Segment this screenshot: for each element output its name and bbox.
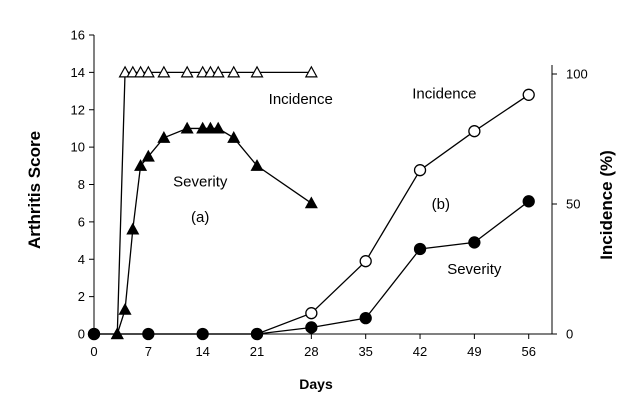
data-point [203, 65, 217, 78]
data-point [180, 65, 194, 78]
x-tick-label: 28 [304, 344, 318, 359]
annotation-label: Severity [447, 261, 502, 278]
y2-tick-label: 100 [566, 67, 588, 82]
data-point [142, 327, 155, 341]
y-tick-label: 14 [71, 65, 85, 80]
annotation-label: Incidence [412, 86, 476, 103]
data-point [227, 65, 241, 78]
data-point [227, 131, 241, 143]
y-axis-title: Arthritis Score [25, 131, 44, 249]
annotation-label: Severity [173, 173, 228, 190]
series-b_severity [87, 195, 535, 341]
x-tick-label: 49 [467, 344, 481, 359]
data-point [522, 88, 535, 101]
data-point [468, 125, 481, 138]
y2-tick-label: 0 [566, 327, 573, 342]
x-tick-label: 14 [195, 344, 209, 359]
y-tick-label: 16 [71, 28, 85, 43]
y2-axis-title: Incidence (%) [597, 150, 616, 260]
data-point [250, 159, 264, 171]
x-tick-label: 21 [250, 344, 264, 359]
x-tick-label: 7 [145, 344, 152, 359]
y-tick-label: 6 [78, 214, 85, 229]
data-point [196, 327, 209, 341]
data-point [359, 255, 372, 268]
data-point [250, 327, 264, 341]
chart-series [87, 65, 535, 341]
data-point [304, 65, 318, 78]
data-point [157, 131, 171, 143]
data-point [413, 164, 427, 177]
data-point [126, 65, 140, 78]
data-point [468, 236, 481, 249]
data-point [180, 121, 194, 134]
data-point [413, 242, 427, 256]
data-point [157, 65, 171, 78]
data-point [359, 311, 372, 325]
y-tick-label: 2 [78, 289, 85, 304]
x-tick-label: 0 [90, 344, 97, 359]
data-point [304, 196, 318, 209]
y2-tick-label: 50 [566, 197, 580, 212]
data-point [250, 65, 264, 78]
series-b_incidence [87, 88, 535, 341]
y-tick-label: 0 [78, 327, 85, 342]
x-tick-label: 35 [358, 344, 372, 359]
annotation-label: (b) [432, 196, 450, 213]
data-point [134, 65, 148, 78]
series-line-b_incidence [94, 94, 530, 335]
annotation-label: Incidence [269, 91, 333, 108]
chart-annotations: Incidence Severity (a) Incidence (b) Severity [173, 86, 502, 279]
series-line-a_incidence [116, 71, 312, 335]
data-point [211, 65, 225, 78]
data-point [141, 149, 155, 162]
data-point [118, 302, 132, 315]
data-point [305, 321, 318, 334]
data-point [118, 65, 132, 78]
data-point [211, 121, 225, 134]
annotation-label: (a) [191, 209, 209, 226]
data-point [141, 65, 155, 78]
data-point [126, 222, 140, 235]
data-point [134, 159, 148, 171]
data-point [196, 65, 210, 78]
y-tick-label: 4 [78, 252, 85, 267]
x-tick-label: 42 [413, 344, 427, 359]
data-point [305, 307, 318, 320]
chart-axes: 0 2 4 6 8 10 12 14 16 0 50 100 0 7 14 21 28 35 42 49 56 [71, 28, 588, 360]
y-tick-label: 12 [71, 102, 85, 117]
y-tick-label: 10 [71, 140, 85, 155]
data-point [87, 327, 101, 341]
y-tick-label: 8 [78, 177, 85, 192]
series-a_severity [110, 121, 318, 340]
x-tick-label: 56 [521, 344, 535, 359]
data-point [522, 195, 535, 208]
x-axis-title: Days [299, 376, 333, 392]
data-point [203, 121, 217, 134]
data-point [196, 121, 210, 134]
